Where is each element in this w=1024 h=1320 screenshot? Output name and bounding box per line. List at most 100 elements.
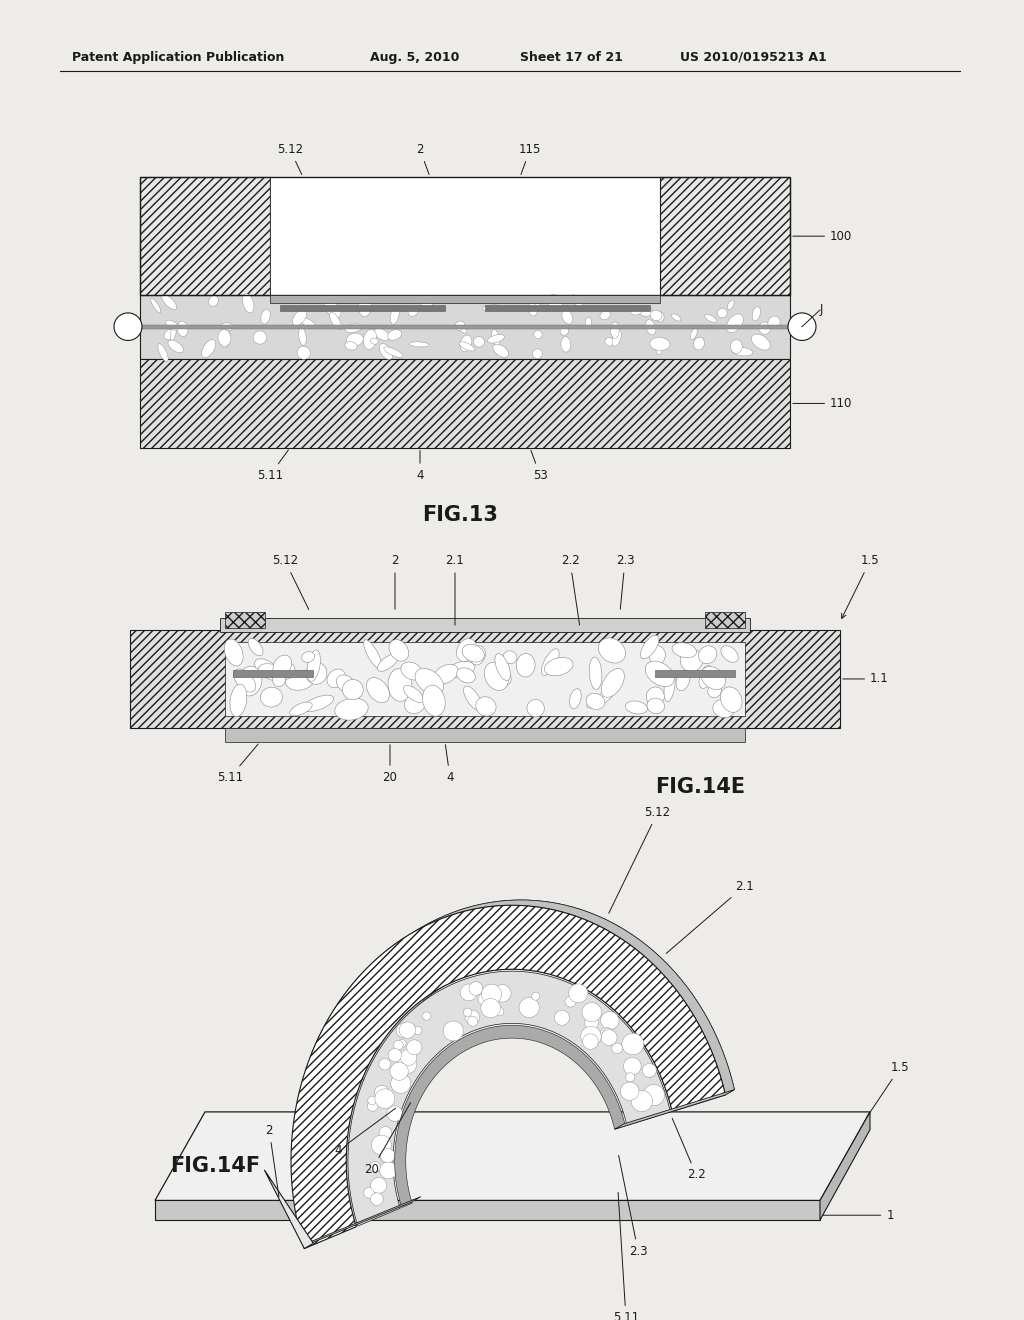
Ellipse shape bbox=[238, 667, 262, 696]
Ellipse shape bbox=[202, 339, 216, 358]
Text: 1.5: 1.5 bbox=[866, 1061, 909, 1118]
Ellipse shape bbox=[404, 693, 426, 714]
Ellipse shape bbox=[698, 645, 717, 664]
Circle shape bbox=[554, 1010, 569, 1026]
Circle shape bbox=[397, 1039, 407, 1048]
Ellipse shape bbox=[151, 298, 161, 313]
Ellipse shape bbox=[647, 698, 665, 714]
Ellipse shape bbox=[462, 644, 484, 663]
Ellipse shape bbox=[569, 689, 582, 709]
Circle shape bbox=[371, 1177, 387, 1193]
Ellipse shape bbox=[342, 680, 364, 700]
Text: 115: 115 bbox=[519, 143, 542, 174]
Ellipse shape bbox=[299, 327, 306, 346]
Ellipse shape bbox=[549, 298, 560, 310]
Ellipse shape bbox=[626, 701, 647, 714]
Text: 20: 20 bbox=[383, 744, 397, 784]
Ellipse shape bbox=[220, 322, 233, 331]
Ellipse shape bbox=[457, 639, 476, 661]
Ellipse shape bbox=[650, 338, 670, 351]
Polygon shape bbox=[155, 1111, 870, 1200]
Circle shape bbox=[398, 1055, 417, 1073]
Circle shape bbox=[463, 1008, 472, 1016]
Ellipse shape bbox=[409, 342, 429, 347]
Circle shape bbox=[585, 1016, 598, 1030]
Ellipse shape bbox=[495, 653, 510, 681]
Polygon shape bbox=[303, 1197, 421, 1246]
Circle shape bbox=[565, 997, 577, 1007]
Text: 20: 20 bbox=[365, 1102, 411, 1176]
Ellipse shape bbox=[650, 310, 662, 321]
Ellipse shape bbox=[732, 347, 753, 356]
Circle shape bbox=[380, 1162, 397, 1179]
Ellipse shape bbox=[377, 653, 398, 672]
Circle shape bbox=[600, 1027, 612, 1040]
Circle shape bbox=[390, 1063, 409, 1080]
Bar bbox=[233, 671, 313, 677]
Text: FIG.13: FIG.13 bbox=[422, 504, 498, 524]
Text: Patent Application Publication: Patent Application Publication bbox=[72, 50, 285, 63]
Text: 2.1: 2.1 bbox=[667, 880, 754, 953]
Bar bbox=[225, 642, 745, 717]
Ellipse shape bbox=[547, 294, 562, 309]
Ellipse shape bbox=[641, 635, 658, 659]
Circle shape bbox=[622, 1034, 644, 1055]
Ellipse shape bbox=[384, 347, 402, 358]
Ellipse shape bbox=[589, 657, 602, 689]
Bar bbox=[655, 671, 735, 677]
Text: US 2010/0195213 A1: US 2010/0195213 A1 bbox=[680, 50, 826, 63]
Circle shape bbox=[621, 1082, 639, 1101]
Circle shape bbox=[481, 985, 502, 1005]
Ellipse shape bbox=[560, 326, 568, 335]
Bar bbox=[140, 177, 790, 296]
Circle shape bbox=[407, 1040, 422, 1055]
Circle shape bbox=[388, 1048, 401, 1061]
Ellipse shape bbox=[299, 317, 315, 327]
Bar bbox=[485, 305, 650, 312]
Ellipse shape bbox=[447, 661, 474, 677]
Ellipse shape bbox=[484, 663, 508, 690]
Circle shape bbox=[372, 1135, 391, 1155]
Ellipse shape bbox=[177, 321, 188, 337]
Ellipse shape bbox=[335, 698, 369, 721]
Ellipse shape bbox=[672, 314, 681, 321]
Ellipse shape bbox=[571, 294, 583, 308]
Circle shape bbox=[375, 1085, 389, 1100]
Ellipse shape bbox=[664, 671, 675, 702]
Ellipse shape bbox=[170, 326, 176, 341]
Ellipse shape bbox=[586, 317, 592, 327]
Text: 1.5: 1.5 bbox=[842, 554, 880, 618]
Circle shape bbox=[364, 1188, 375, 1199]
Polygon shape bbox=[155, 1200, 820, 1220]
Ellipse shape bbox=[545, 657, 573, 676]
Circle shape bbox=[460, 983, 477, 1001]
Text: J: J bbox=[820, 304, 823, 315]
Circle shape bbox=[380, 1151, 392, 1163]
Text: 110: 110 bbox=[793, 397, 852, 411]
Circle shape bbox=[370, 1162, 380, 1172]
Ellipse shape bbox=[470, 645, 485, 665]
Bar bbox=[270, 177, 660, 296]
Ellipse shape bbox=[303, 696, 334, 711]
Circle shape bbox=[611, 1043, 623, 1053]
Ellipse shape bbox=[346, 333, 364, 346]
Circle shape bbox=[642, 1064, 656, 1077]
Ellipse shape bbox=[726, 314, 743, 333]
Ellipse shape bbox=[464, 686, 482, 710]
Ellipse shape bbox=[457, 668, 475, 682]
Ellipse shape bbox=[423, 685, 445, 717]
Ellipse shape bbox=[476, 697, 496, 715]
Text: 2: 2 bbox=[416, 143, 429, 174]
Polygon shape bbox=[614, 1089, 734, 1130]
Text: 5.11: 5.11 bbox=[257, 450, 289, 482]
Text: 5.11: 5.11 bbox=[217, 744, 258, 784]
Ellipse shape bbox=[516, 653, 536, 677]
Ellipse shape bbox=[649, 645, 666, 664]
Ellipse shape bbox=[631, 306, 642, 315]
Text: 2.3: 2.3 bbox=[615, 554, 634, 610]
Circle shape bbox=[531, 993, 540, 1001]
Circle shape bbox=[601, 1030, 617, 1045]
Text: 5.12: 5.12 bbox=[272, 554, 309, 610]
Polygon shape bbox=[348, 972, 671, 1226]
Ellipse shape bbox=[605, 338, 613, 346]
